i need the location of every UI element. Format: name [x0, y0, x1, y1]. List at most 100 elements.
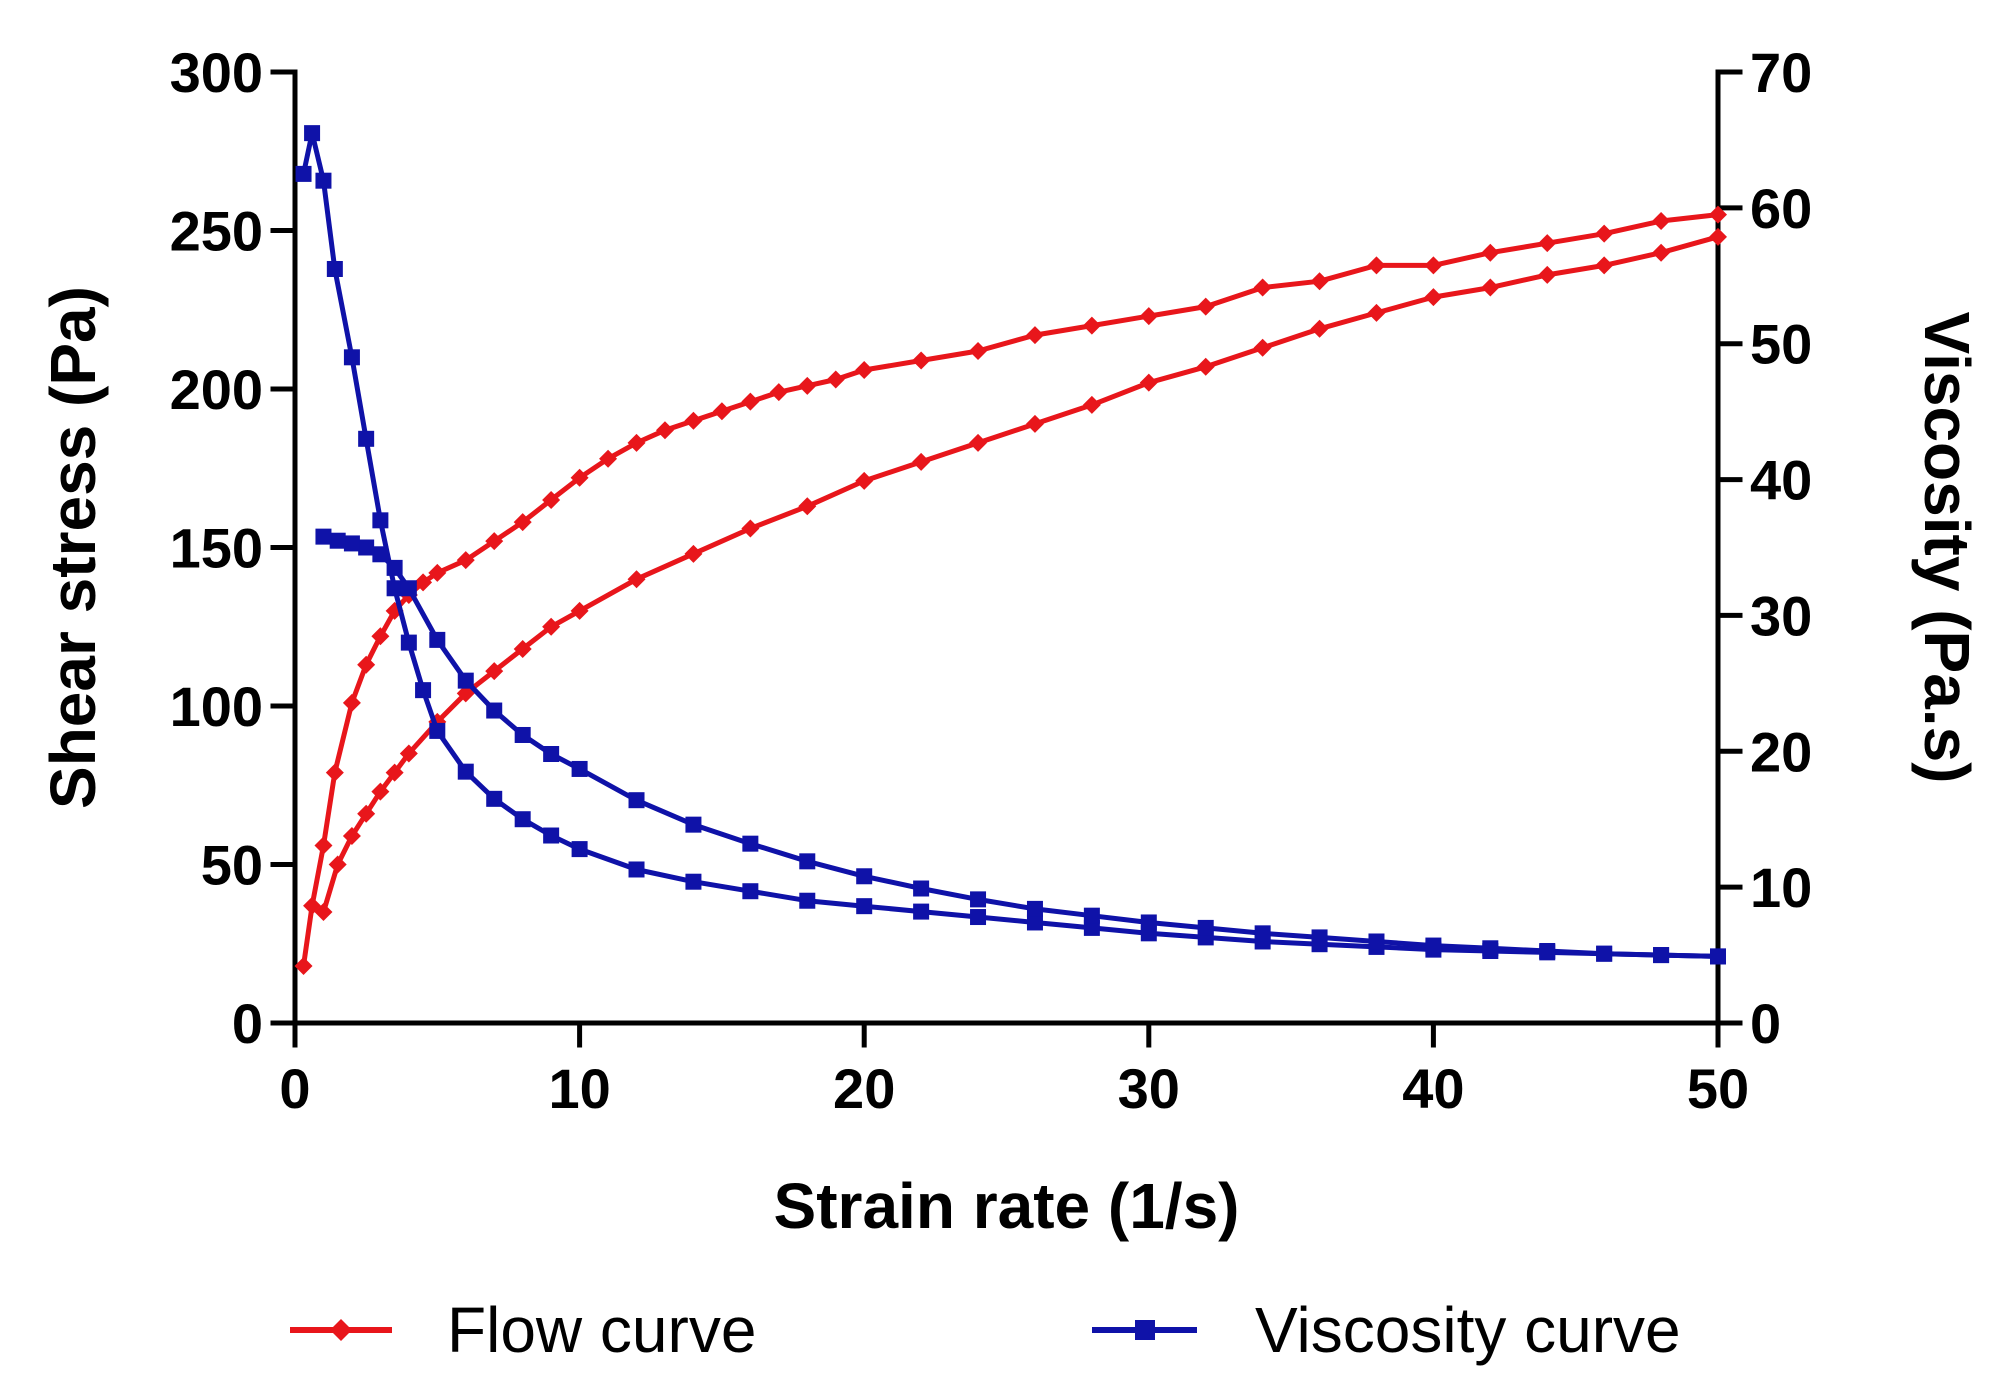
viscosity-curve-point — [457, 763, 474, 780]
flow-curve-point — [414, 573, 433, 592]
flow-curve-point — [1709, 205, 1727, 224]
viscosity-curve-point — [543, 746, 560, 763]
viscosity-curve-point — [799, 892, 816, 909]
flow-curve-point — [1082, 395, 1101, 414]
viscosity-curve-point — [326, 260, 343, 277]
flow-curve-point — [826, 370, 845, 389]
flow-curve-line-up — [301, 212, 1719, 967]
viscosity-curve-point — [1083, 919, 1100, 936]
flow-curve-point — [1595, 256, 1614, 275]
y2-tick-label: 10 — [1750, 856, 1812, 919]
y-tick-label: 250 — [170, 200, 263, 263]
viscosity-curve-point — [1254, 925, 1271, 942]
viscosity-curve-point — [1083, 907, 1100, 924]
viscosity-curve-point — [1140, 914, 1157, 931]
viscosity-curve-point — [742, 835, 759, 852]
y2-tick-label: 60 — [1750, 177, 1812, 240]
labels-layer: Strain rate (1/s) Shear stress (Pa) Visc… — [37, 286, 1983, 1242]
flow-curve-point — [1139, 307, 1158, 326]
flow-curve-point — [371, 627, 390, 646]
flow-curve-point — [399, 744, 418, 763]
flow-curve-point — [1652, 211, 1671, 230]
viscosity-curve-point — [1026, 914, 1043, 931]
viscosity-curve-point — [970, 891, 987, 908]
flow-curve-point — [798, 497, 817, 516]
viscosity-curve-point — [386, 559, 403, 576]
viscosity-curve-point — [1311, 929, 1328, 946]
flow-curve-point — [371, 782, 390, 801]
y-tick-label: 50 — [201, 834, 263, 897]
legend-viscosity-curve-marker — [1135, 1320, 1155, 1340]
flow-curve-point — [485, 662, 504, 681]
y-tick-label: 100 — [170, 675, 263, 738]
flow-curve-point — [342, 693, 361, 712]
viscosity-curve-point — [742, 883, 759, 900]
viscosity-curve-point — [486, 790, 503, 807]
x-tick-label: 30 — [1118, 1057, 1180, 1120]
y2-tick-label: 50 — [1750, 313, 1812, 376]
viscosity-curve-point — [372, 546, 389, 563]
viscosity-curve-point — [343, 349, 360, 366]
flow-curve-point — [570, 468, 589, 487]
legend: Flow curve Viscosity curve — [290, 1294, 1681, 1366]
viscosity-curve-point — [486, 702, 503, 719]
flow-curve-point — [1253, 338, 1272, 357]
flow-curve-point — [542, 617, 561, 636]
viscosity-curve-point — [856, 898, 873, 915]
flow-curve-point — [314, 903, 333, 922]
flow-curve-point — [741, 519, 760, 538]
viscosity-curve-point — [329, 532, 346, 549]
viscosity-curve-point — [1425, 937, 1442, 954]
y-tick-label: 300 — [170, 41, 263, 104]
flow-curve-point — [357, 655, 376, 674]
flow-curve-point — [627, 433, 646, 452]
flow-curve-point — [385, 763, 404, 782]
viscosity-curve-point — [514, 811, 531, 828]
y2-tick-label: 0 — [1750, 992, 1781, 1055]
flow-curve-point — [1196, 357, 1215, 376]
flow-curve-point — [485, 532, 504, 551]
flow-curve-point — [342, 826, 361, 845]
axes-layer: 0 10 20 30 40 5005010015020025030001020304050… — [170, 41, 1813, 1120]
flow-curve-point — [1538, 234, 1557, 253]
viscosity-curve-point — [571, 841, 588, 858]
x-tick-label: 20 — [833, 1057, 895, 1120]
flow-curve-point — [912, 351, 931, 370]
flow-curve-point — [1025, 414, 1044, 433]
flow-curve-point — [912, 452, 931, 471]
viscosity-curve-point — [429, 722, 446, 739]
viscosity-curve-line-up — [301, 130, 1719, 959]
x-tick-label: 10 — [548, 1057, 610, 1120]
flow-curve-point — [1139, 373, 1158, 392]
viscosity-curve-point — [358, 430, 375, 447]
flow-curve-point — [513, 513, 532, 532]
flow-curve-point — [1367, 303, 1386, 322]
viscosity-curve-point — [856, 868, 873, 885]
flow-curve-point — [328, 855, 347, 874]
legend-item-flow-curve: Flow curve — [290, 1294, 756, 1366]
flow-curve-point — [456, 551, 475, 570]
viscosity-curve-point — [372, 512, 389, 529]
flow-curve-point — [1595, 224, 1614, 243]
flow-curve-point — [542, 490, 561, 509]
flow-curve-point — [513, 639, 532, 658]
viscosity-curve-point — [358, 539, 375, 556]
legend-flow-curve-label: Flow curve — [447, 1294, 756, 1366]
viscosity-curve-point — [628, 861, 645, 878]
x-tick-label: 50 — [1687, 1057, 1749, 1120]
flow-curve-point — [712, 402, 731, 421]
flow-curve-point — [325, 763, 344, 782]
x-tick-label: 40 — [1402, 1057, 1464, 1120]
viscosity-curve-point — [685, 816, 702, 833]
y-tick-label: 150 — [170, 517, 263, 580]
flow-curve-point — [1709, 227, 1727, 246]
flow-curve-point — [655, 421, 674, 440]
y2-tick-label: 20 — [1750, 720, 1812, 783]
viscosity-curve-point — [295, 165, 312, 182]
viscosity-curve-point — [400, 634, 417, 651]
viscosity-curve-point — [913, 903, 930, 920]
viscosity-curve-point — [543, 827, 560, 844]
flow-curve-point — [314, 836, 333, 855]
viscosity-curve-point — [429, 631, 446, 648]
